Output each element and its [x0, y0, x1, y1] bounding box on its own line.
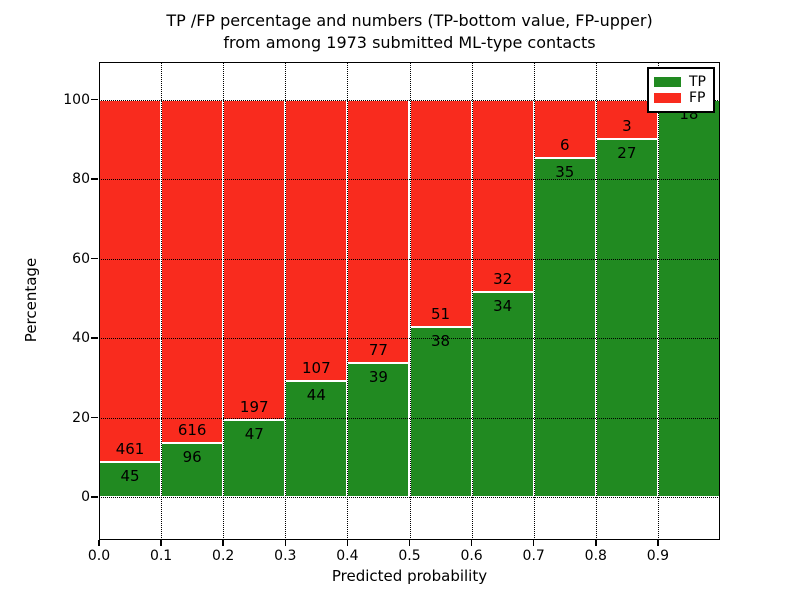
gridline-horizontal	[99, 417, 720, 419]
bar-label-fp: 3	[622, 117, 632, 136]
y-tick-label: 100	[63, 91, 90, 108]
x-tick-mark	[532, 540, 535, 546]
gridline-vertical	[285, 62, 287, 540]
x-tick-label: 0.3	[274, 548, 297, 564]
x-tick-mark	[222, 540, 224, 546]
x-tick-label: 0.2	[212, 548, 235, 564]
bar-label-fp: 616	[177, 421, 207, 440]
x-tick-mark	[595, 540, 597, 546]
gridline-horizontal	[99, 338, 720, 339]
legend-label-fp: FP	[689, 90, 706, 106]
bar-label-fp: 6	[559, 135, 570, 154]
bar-segment-fp	[161, 99, 224, 444]
legend-item-tp: TP	[654, 74, 713, 90]
gridline-vertical	[533, 62, 535, 540]
x-tick-mark	[408, 540, 411, 546]
legend-swatch-tp	[654, 77, 681, 87]
legend-swatch-fp	[654, 93, 681, 103]
bar-label-tp: 38	[431, 332, 451, 351]
gridline-vertical	[409, 62, 411, 540]
gridline-horizontal	[99, 99, 720, 101]
bar-segment-tp	[533, 157, 596, 497]
bar-segment-tp	[657, 99, 720, 497]
bar-segment-tp	[595, 139, 658, 497]
bar-label-fp: 32	[493, 270, 513, 289]
bar-segment-tp	[347, 363, 410, 497]
y-tick-mark	[91, 496, 98, 498]
bar-label-fp: 461	[115, 439, 145, 458]
y-tick-mark	[91, 178, 98, 180]
y-tick-label: 80	[72, 171, 90, 187]
x-tick-label: 0.8	[584, 548, 607, 564]
bar-label-fp: 77	[368, 341, 388, 360]
bar-segment-tp	[99, 461, 162, 497]
x-tick-mark	[657, 540, 659, 546]
y-tick-mark	[91, 98, 98, 101]
gridline-vertical	[657, 62, 659, 540]
bar-label-fp: 107	[302, 359, 331, 378]
bar-segment-tp	[161, 443, 224, 497]
bar-segment-fp	[285, 99, 348, 382]
bar-segment-fp	[409, 99, 472, 328]
bar-segment-fp	[471, 99, 534, 293]
bar-label-fp: 197	[239, 398, 269, 417]
gridline-vertical	[223, 62, 225, 540]
x-tick-label: 0.1	[149, 548, 173, 564]
gridline-vertical	[595, 62, 597, 540]
y-tick-label: 0	[81, 489, 90, 505]
x-tick-mark	[284, 540, 287, 546]
x-tick-mark	[98, 540, 100, 546]
x-tick-mark	[160, 540, 162, 546]
gridline-horizontal	[99, 258, 720, 260]
gridline-vertical	[347, 62, 349, 540]
y-tick-mark	[91, 337, 98, 339]
x-tick-label: 0.7	[522, 548, 545, 564]
y-tick-label: 40	[72, 330, 90, 346]
legend-label-tp: TP	[689, 74, 706, 90]
legend: TP FP	[647, 67, 715, 113]
bar-label-tp: 47	[244, 425, 264, 444]
y-tick-mark	[91, 257, 98, 260]
x-tick-mark	[470, 540, 473, 546]
bar-segment-fp	[99, 99, 162, 462]
y-tick-label: 20	[72, 409, 90, 426]
chart-title-line2: from among 1973 submitted ML-type contac…	[223, 33, 596, 52]
bar-segment-tp	[409, 327, 472, 497]
x-tick-label: 0.9	[646, 548, 670, 564]
bar-segment-fp	[347, 99, 410, 364]
x-tick-label: 0.4	[336, 548, 359, 564]
legend-item-fp: FP	[654, 90, 713, 106]
x-tick-label: 0.5	[398, 548, 421, 564]
y-tick-mark	[91, 416, 98, 419]
x-tick-label: 0.6	[460, 548, 483, 564]
gridline-vertical	[161, 62, 163, 540]
x-tick-label: 0.0	[87, 548, 111, 564]
bar-label-fp: 51	[431, 305, 451, 324]
bar-label-tp: 45	[120, 466, 140, 485]
bar-label-tp: 27	[617, 144, 637, 163]
x-tick-mark	[346, 540, 349, 546]
bar-label-tp: 39	[368, 368, 388, 387]
y-tick-label: 60	[72, 250, 90, 267]
gridline-vertical	[471, 62, 473, 540]
bar-label-tp: 34	[493, 297, 513, 316]
bar-label-tp: 44	[306, 386, 326, 405]
chart-title-line1: TP /FP percentage and numbers (TP-bottom…	[166, 11, 653, 30]
gridline-horizontal	[99, 179, 720, 180]
bar-label-tp: 35	[555, 162, 575, 181]
bar-segment-fp	[223, 99, 286, 421]
plot-area: 461 45 616 96 197 47 107 44 77 39 51 38 32 34 6 35 3 27 18	[99, 62, 720, 540]
gridline-horizontal	[99, 497, 720, 498]
bar-segment-tp	[471, 292, 534, 497]
bar-label-tp: 96	[182, 448, 202, 467]
x-axis-label: Predicted probability	[331, 567, 488, 585]
